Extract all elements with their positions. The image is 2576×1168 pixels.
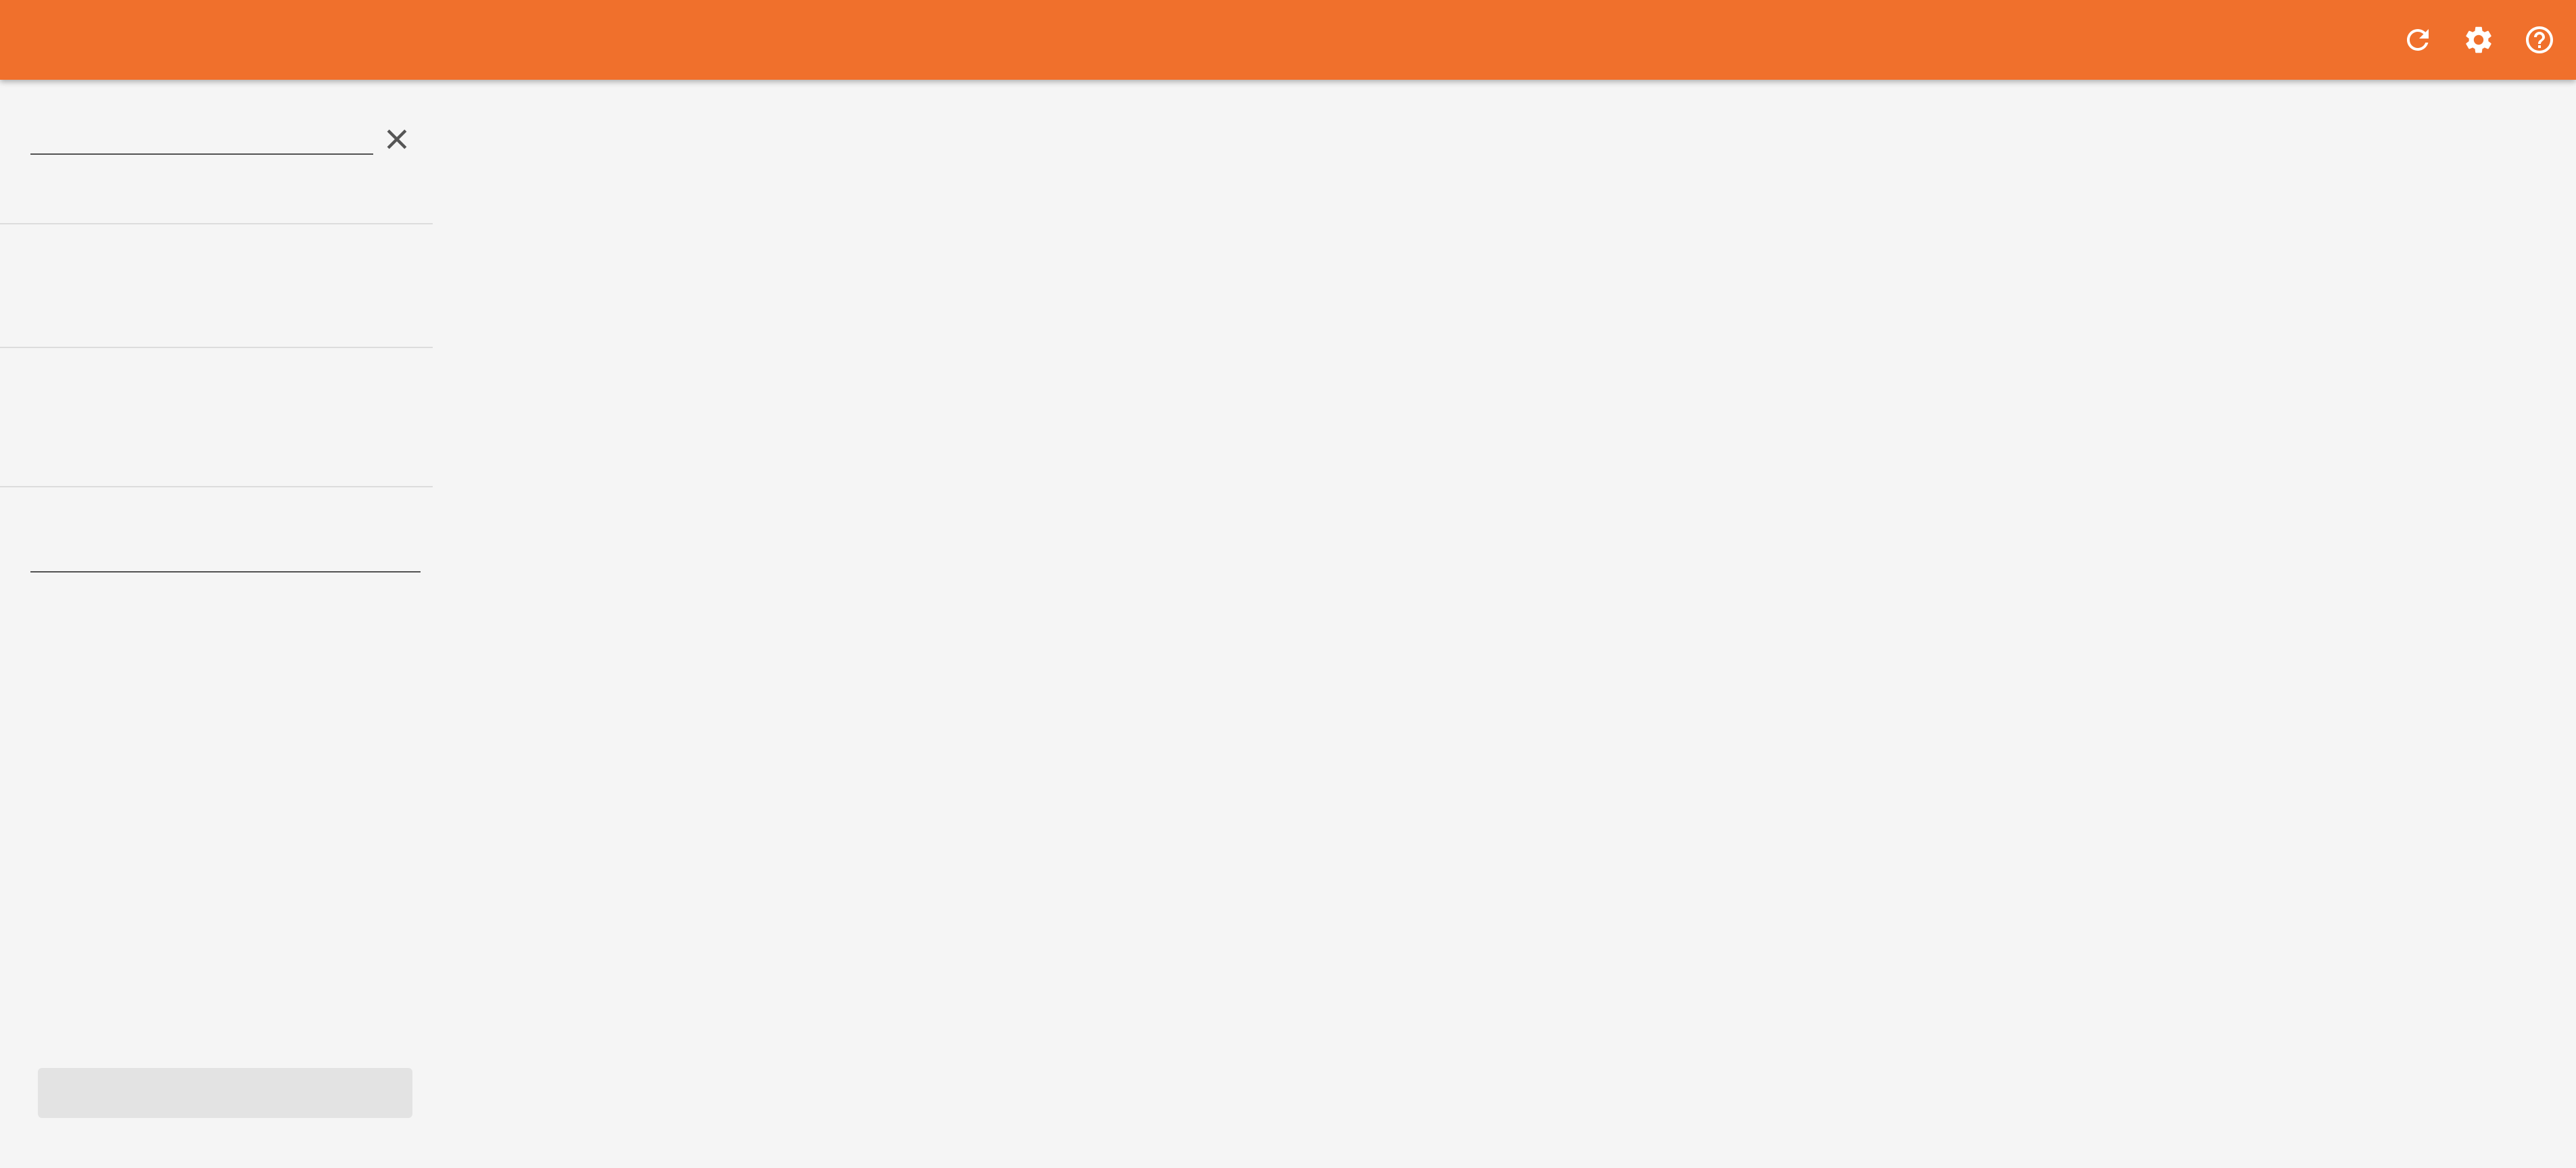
sidebar <box>0 80 433 1168</box>
settings-gear-icon[interactable] <box>2462 24 2495 56</box>
toggle-all-runs-button[interactable] <box>38 1068 412 1118</box>
refresh-icon[interactable] <box>2402 24 2434 56</box>
clear-icon[interactable] <box>382 124 412 154</box>
divider <box>0 223 433 224</box>
help-icon[interactable] <box>2523 24 2556 56</box>
toolbar-icons <box>2402 0 2556 80</box>
tag-group-regex-input[interactable] <box>30 123 373 155</box>
toolbar <box>0 0 2576 80</box>
run-filter-input[interactable] <box>30 541 421 573</box>
divider <box>0 347 433 348</box>
divider <box>0 486 433 487</box>
